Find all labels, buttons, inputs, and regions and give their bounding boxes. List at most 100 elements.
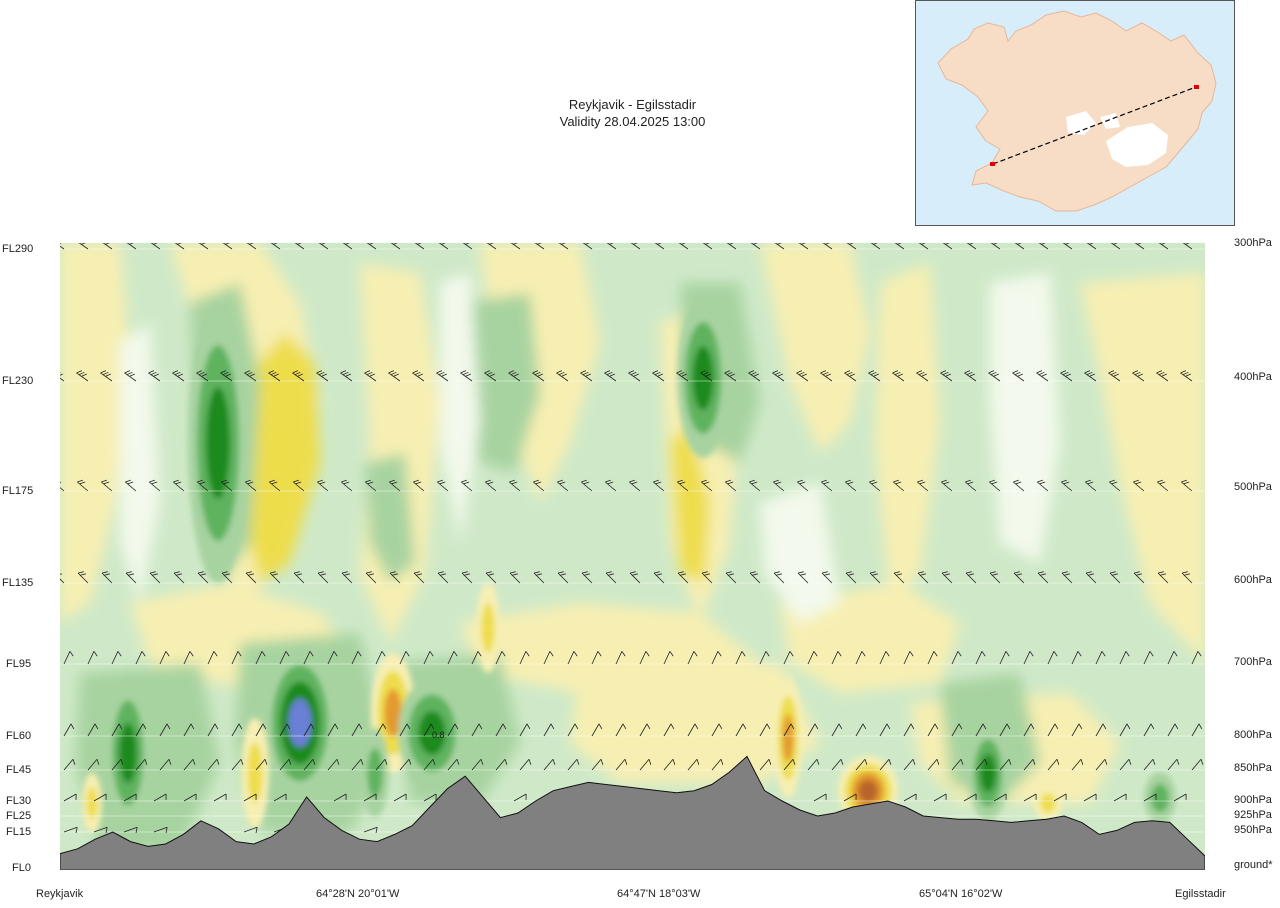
wind-barb-109 <box>365 479 377 492</box>
barb-staff <box>60 481 65 492</box>
barb-feather <box>120 759 124 765</box>
barb-staff <box>677 481 689 492</box>
wind-barb-43 <box>1084 243 1097 250</box>
barb-feather <box>248 573 254 576</box>
barb-staff <box>1085 481 1097 492</box>
barb-feather <box>1053 651 1058 657</box>
barb-staff <box>1095 759 1106 771</box>
barb-feather <box>919 481 926 485</box>
left-tick-fl290: FL290 <box>2 243 34 255</box>
barb-feather <box>439 481 446 485</box>
barb-feather <box>751 481 758 485</box>
wind-barb-286 <box>1167 723 1179 737</box>
barb-feather <box>676 370 683 374</box>
left-tick-fl15: FL15 <box>6 826 32 838</box>
wind-barb-277 <box>951 723 963 737</box>
barb-staff <box>101 481 113 492</box>
barb-feather <box>532 370 539 374</box>
barb-feather <box>1174 723 1179 730</box>
wind-barb-64 <box>436 370 449 382</box>
barb-staff <box>365 572 377 584</box>
core-10-ring-2 <box>782 714 794 762</box>
wind-barb-231 <box>999 651 1010 665</box>
barb-staff <box>1167 723 1176 737</box>
wind-barb-279 <box>999 723 1011 737</box>
barb-feather <box>456 759 460 765</box>
left-tick-fl30: FL30 <box>6 795 32 807</box>
barb-feather <box>270 371 277 376</box>
wind-barb-256 <box>447 723 459 737</box>
barb-feather <box>1014 571 1020 574</box>
barb-feather <box>943 481 950 485</box>
wind-barb-296 <box>255 759 268 771</box>
barb-staff <box>213 793 227 802</box>
barb-staff <box>1060 243 1073 250</box>
wind-barb-217 <box>663 651 674 665</box>
barb-feather <box>255 827 258 834</box>
barb-feather <box>1133 479 1139 483</box>
motion-band-8 <box>875 263 940 603</box>
barb-staff <box>172 243 185 250</box>
wind-barb-275 <box>903 723 915 737</box>
barb-feather <box>1016 573 1022 576</box>
wind-barb-9 <box>268 243 281 250</box>
barb-staff <box>844 372 857 382</box>
wind-barb-236 <box>1119 651 1130 665</box>
barb-staff <box>1047 723 1056 737</box>
wind-barb-145 <box>77 571 89 584</box>
barb-feather <box>868 370 875 374</box>
barb-staff <box>279 651 287 665</box>
barb-staff <box>293 481 305 492</box>
barb-feather <box>220 370 227 374</box>
wind-barb-110 <box>389 479 401 492</box>
wind-barb-68 <box>532 370 545 382</box>
barb-staff <box>1012 372 1025 382</box>
wind-barb-12 <box>340 243 353 250</box>
barb-feather <box>1017 243 1023 245</box>
wind-barb-180 <box>917 571 929 584</box>
barb-staff <box>532 372 545 382</box>
left-tick-fl45: FL45 <box>6 764 32 776</box>
barb-feather <box>334 723 339 730</box>
wind-barb-152 <box>245 571 257 584</box>
barb-feather <box>992 573 998 576</box>
barb-feather <box>724 370 731 374</box>
barb-feather <box>1085 479 1091 483</box>
barb-feather <box>1113 373 1119 377</box>
barb-staff <box>975 723 984 737</box>
wind-barb-308 <box>543 759 556 771</box>
barb-feather <box>768 759 772 765</box>
wind-barb-223 <box>807 651 818 665</box>
barb-feather <box>1006 723 1011 730</box>
barb-staff <box>567 759 578 771</box>
barb-feather <box>461 479 467 483</box>
barb-feather <box>988 370 995 374</box>
wind-barb-140 <box>1109 479 1121 492</box>
barb-feather <box>681 243 687 245</box>
wind-barb-138 <box>1061 479 1073 492</box>
barb-staff <box>231 723 240 737</box>
glacier-langjokull <box>1066 111 1096 135</box>
barb-staff <box>292 243 305 250</box>
barb-feather <box>1086 571 1092 574</box>
wind-barb-336 <box>93 793 107 802</box>
barb-feather <box>369 243 375 245</box>
wind-barb-53 <box>172 370 185 382</box>
barb-feather <box>790 723 795 730</box>
barb-feather <box>838 723 843 730</box>
barb-feather <box>718 723 723 730</box>
x-tick-reykjavik: Reykjavik <box>36 888 84 900</box>
wind-barb-246 <box>207 723 219 737</box>
barb-staff <box>1132 372 1145 382</box>
wind-barb-166 <box>581 571 593 584</box>
barb-feather <box>200 573 206 576</box>
barb-feather <box>153 243 159 245</box>
barb-staff <box>125 481 137 492</box>
wind-barb-251 <box>327 723 339 737</box>
barb-staff <box>375 723 384 737</box>
wind-barb-211 <box>519 651 530 665</box>
wind-barb-28 <box>724 243 737 250</box>
barb-staff <box>485 481 497 492</box>
barb-feather <box>345 373 351 377</box>
barb-staff <box>293 572 305 584</box>
